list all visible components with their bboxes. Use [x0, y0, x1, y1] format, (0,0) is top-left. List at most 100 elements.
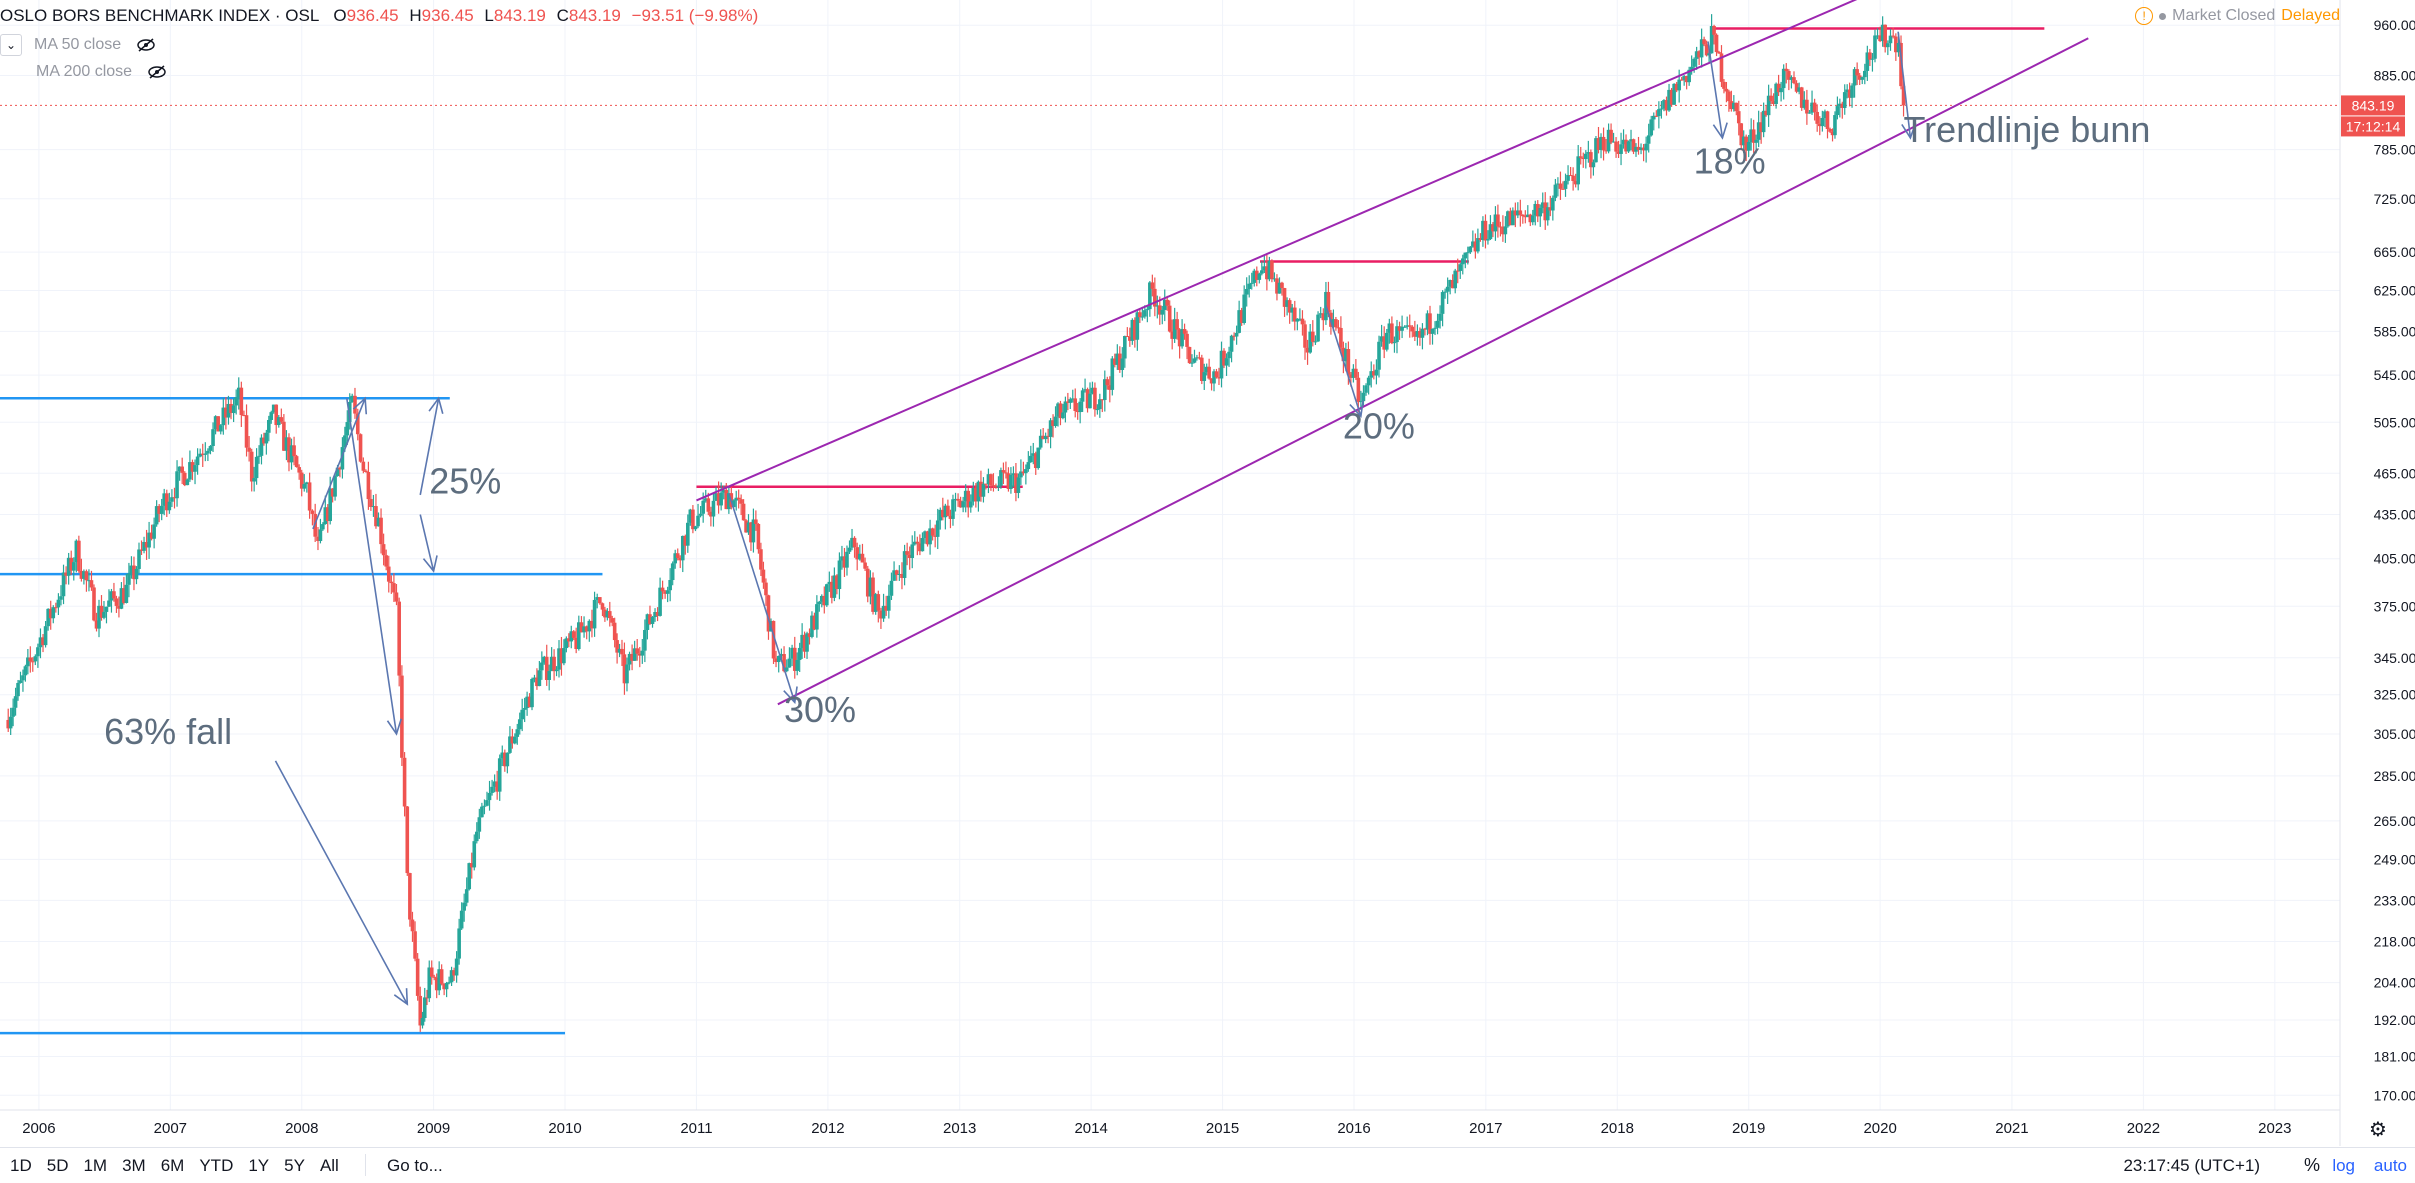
candle-body [1873, 35, 1877, 59]
candle-body [1774, 83, 1778, 104]
range-button-ytd[interactable]: YTD [199, 1156, 234, 1175]
candle-body [434, 977, 439, 991]
range-button-1d[interactable]: 1D [10, 1156, 32, 1175]
range-button-3m[interactable]: 3M [122, 1156, 146, 1175]
change-value: −93.51 (−9.98%) [631, 6, 759, 25]
collapse-legend-button[interactable]: ⌄ [0, 34, 22, 56]
goto-button[interactable]: Go to... [387, 1156, 443, 1175]
candle-body [28, 657, 33, 662]
candle-body [1202, 372, 1207, 381]
y-tick-label: 545.00 [2374, 367, 2415, 383]
eye-hidden-icon[interactable] [146, 64, 168, 80]
candle-body [338, 467, 342, 470]
clock-readout[interactable]: 23:17:45 (UTC+1) [2123, 1156, 2260, 1175]
y-tick-label: 725.00 [2374, 191, 2415, 207]
candle-body [850, 537, 854, 548]
range-button-6m[interactable]: 6M [160, 1156, 185, 1175]
candle-body [1387, 323, 1392, 333]
candle-body [366, 471, 371, 500]
candle-body [790, 647, 794, 659]
candle-body [703, 498, 708, 501]
candle-body [800, 634, 804, 648]
candle-body [1682, 76, 1686, 80]
candle-body [442, 983, 446, 990]
arrow-head [386, 718, 403, 736]
candle-body [797, 647, 802, 660]
y-tick-label: 405.00 [2374, 551, 2415, 567]
gear-icon[interactable]: ⚙ [2369, 1117, 2387, 1141]
range-button-1m[interactable]: 1M [83, 1156, 108, 1175]
eye-hidden-icon[interactable] [135, 37, 157, 53]
candle-body [724, 489, 729, 510]
candle-body [709, 511, 713, 517]
candle-body [802, 634, 807, 652]
candle-body [1586, 152, 1591, 154]
candle-body [1847, 89, 1852, 98]
candle-body [1596, 138, 1601, 151]
candle-body [1506, 211, 1510, 227]
candle-body [607, 611, 612, 619]
candle-body [490, 786, 494, 793]
candle-body [552, 656, 556, 672]
candle-body [655, 612, 660, 616]
auto-scale-button[interactable]: auto [2373, 1156, 2407, 1175]
range-button-5d[interactable]: 5D [46, 1156, 69, 1175]
candle-body [976, 481, 981, 502]
annotation-label: 25% [429, 461, 501, 502]
candle-body [549, 656, 554, 672]
arrow-head [352, 396, 368, 415]
candle-body [1739, 123, 1744, 146]
x-tick-label: 2014 [1074, 1120, 1107, 1137]
candle-body [832, 575, 837, 598]
candle-body [459, 910, 464, 929]
ma200-row[interactable]: MA 200 close [36, 63, 168, 81]
candle-body [1535, 203, 1540, 217]
candle-body [177, 466, 182, 472]
candle-body [1287, 300, 1292, 313]
candle-body [559, 648, 564, 664]
candle-body [1043, 435, 1048, 440]
arrow-line [419, 398, 440, 496]
range-button-1y[interactable]: 1Y [248, 1156, 270, 1175]
candle-body [1448, 280, 1452, 287]
candle-body [1835, 106, 1840, 116]
range-button-5y[interactable]: 5Y [284, 1156, 305, 1175]
candle-body [66, 557, 71, 576]
candle-body [1085, 389, 1090, 409]
candle-body [355, 413, 360, 435]
percent-scale-button[interactable]: % [2303, 1155, 2320, 1175]
candle-body [1463, 252, 1468, 259]
candle-body [1754, 139, 1758, 143]
ma50-row[interactable]: ⌄ MA 50 close [0, 34, 157, 56]
candle-body [1692, 58, 1696, 67]
candle-body [1170, 331, 1174, 339]
candle-body [454, 958, 459, 976]
candle-body [961, 501, 965, 508]
candle-body [902, 551, 907, 578]
candle-body [527, 696, 532, 708]
price-chart[interactable]: 63% fall 25% 30% 20% 18% Trendlinje bunn 960.… [0, 0, 2415, 1147]
candle-body [1545, 207, 1550, 221]
candle-body [1672, 83, 1676, 105]
log-scale-button[interactable]: log [2332, 1156, 2355, 1175]
range-button-all[interactable]: All [319, 1156, 339, 1175]
candle-body [1749, 129, 1753, 142]
candle-body [1440, 292, 1445, 314]
candle-body [678, 557, 683, 561]
channel-upper-line [696, 0, 1858, 502]
candle-body [335, 467, 340, 477]
symbol-title[interactable]: OSLO BORS BENCHMARK INDEX · OSL [0, 6, 319, 25]
candle-body [749, 522, 753, 543]
candle-body [615, 640, 619, 653]
candle-body [1855, 69, 1859, 76]
candle-body [8, 716, 13, 729]
candle-body [1204, 366, 1209, 373]
market-status[interactable]: ! Market Closed Delayed [2135, 7, 2340, 25]
candle-body [595, 597, 600, 600]
annotation-label: 30% [784, 689, 856, 730]
candle-body [213, 416, 218, 430]
candle-body [953, 498, 958, 500]
candle-body [1805, 99, 1809, 114]
axes[interactable]: 960.00 885.00 785.00 725.00 665.00 625.00 585.… [0, 0, 2415, 1146]
candle-body [400, 675, 404, 758]
